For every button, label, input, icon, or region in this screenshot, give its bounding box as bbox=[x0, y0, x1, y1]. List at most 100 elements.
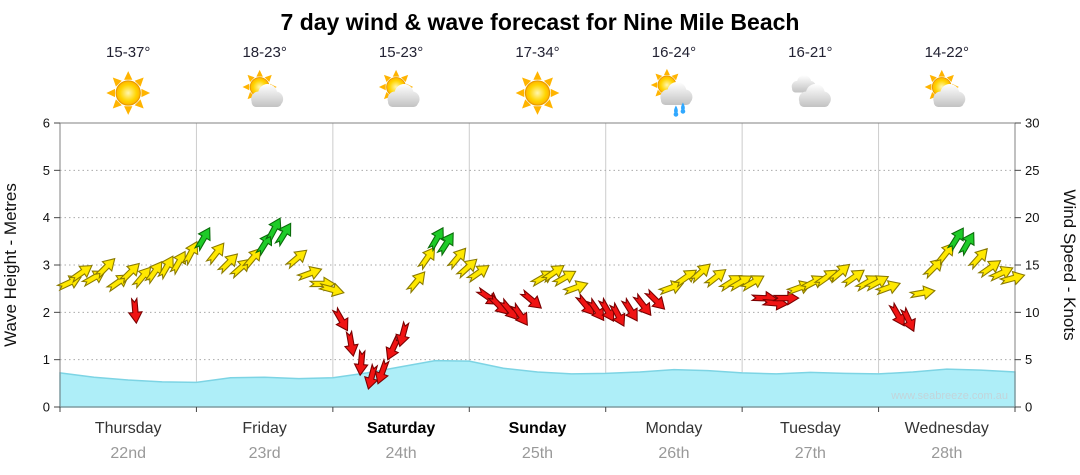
sun-ray bbox=[522, 99, 532, 109]
wind-arrow-yellow bbox=[908, 285, 936, 301]
day-headers: 15-37° 18-23° 15-23° 17-34° 16-24° 16-21° 14-2… bbox=[106, 44, 969, 117]
wind-arrow-red bbox=[385, 334, 402, 361]
sun-ray bbox=[522, 77, 532, 87]
y-right-tick-label: 15 bbox=[1025, 258, 1039, 273]
wind-arrow-green bbox=[264, 217, 282, 243]
watermark: www.seabreeze.com.au bbox=[890, 390, 1008, 402]
sun-shape bbox=[515, 71, 560, 115]
day-temp: 15-37° bbox=[106, 44, 150, 61]
wind-arrow-yellow bbox=[561, 280, 589, 296]
wind-arrow-red bbox=[632, 292, 652, 317]
day-temp: 16-24° bbox=[652, 44, 696, 61]
wind-arrow-yellow bbox=[739, 275, 765, 292]
wind-arrow-yellow bbox=[446, 247, 467, 271]
right-axis-title: Wind Speed - Knots bbox=[1060, 189, 1079, 340]
sun-ray bbox=[550, 88, 560, 98]
day-name-label: Friday bbox=[242, 420, 286, 437]
day-date-label: 22nd bbox=[110, 445, 146, 462]
partly-cloudy-icon bbox=[924, 69, 966, 107]
y-left-tick-label: 6 bbox=[43, 116, 50, 131]
sun-ray bbox=[533, 71, 542, 80]
raindrop bbox=[680, 102, 686, 114]
sun-ray bbox=[124, 106, 133, 115]
wind-arrow-yellow bbox=[216, 253, 239, 275]
sun-ray bbox=[134, 77, 144, 87]
day-temp: 17-34° bbox=[515, 44, 559, 61]
wind-arrow-red bbox=[331, 306, 349, 332]
sunny-icon bbox=[515, 71, 560, 115]
sun-ray bbox=[247, 92, 255, 100]
sun-ray bbox=[242, 83, 250, 91]
wind-arrow-yellow bbox=[922, 257, 944, 280]
wind-arrow-yellow bbox=[863, 275, 890, 292]
day-labels: Thursday 22nd Friday 23rd Saturday 24th Sunday… bbox=[95, 420, 989, 462]
wind-arrow-yellow bbox=[416, 246, 436, 271]
sun-ray bbox=[112, 77, 122, 87]
y-right-tick-label: 30 bbox=[1025, 116, 1039, 131]
wind-arrow-yellow bbox=[93, 257, 116, 280]
sun-ray bbox=[924, 83, 932, 91]
wind-arrow-yellow bbox=[840, 269, 865, 288]
wave-height-series bbox=[59, 359, 1016, 408]
wind-arrow-red bbox=[353, 348, 369, 377]
wind-arrow-yellow bbox=[688, 263, 711, 284]
y-left-tick-label: 4 bbox=[43, 210, 50, 225]
day-name-label: Saturday bbox=[367, 420, 436, 437]
partly-cloudy-icon bbox=[378, 69, 420, 107]
wind-arrow-yellow bbox=[672, 269, 698, 288]
day-temp: 14-22° bbox=[925, 44, 969, 61]
day-name-label: Thursday bbox=[95, 420, 162, 437]
wind-arrow-green bbox=[957, 231, 975, 257]
sun-ray bbox=[543, 99, 553, 109]
wind-arrow-yellow bbox=[317, 282, 345, 298]
wind-arrow-yellow bbox=[998, 270, 1026, 286]
wind-arrow-yellow bbox=[977, 260, 1002, 279]
wind-arrow-red bbox=[509, 301, 528, 326]
wind-arrow-green bbox=[193, 226, 211, 253]
sun-ray bbox=[650, 81, 658, 89]
y-right-tick-label: 0 bbox=[1025, 400, 1032, 415]
sun-ray bbox=[946, 74, 954, 82]
wind-arrow-red bbox=[643, 288, 666, 310]
y-left-tick-label: 5 bbox=[43, 163, 50, 178]
day-date-label: 27th bbox=[795, 445, 826, 462]
sun-ray bbox=[938, 69, 946, 77]
day-temp: 16-21° bbox=[788, 44, 832, 61]
sun-shape bbox=[106, 71, 151, 115]
wind-arrow-yellow bbox=[205, 242, 225, 266]
wind-arrow-yellow bbox=[169, 250, 186, 276]
y-right-tick-label: 20 bbox=[1025, 210, 1039, 225]
wind-arrow-red bbox=[586, 297, 605, 322]
wind-arrow-yellow bbox=[703, 268, 727, 289]
wind-arrow-yellow bbox=[465, 264, 490, 284]
sun-ray bbox=[655, 73, 663, 81]
wind-arrow-yellow bbox=[935, 242, 955, 266]
cloud-shape bbox=[251, 84, 284, 107]
sun-ray bbox=[141, 88, 151, 98]
sunny-icon bbox=[106, 71, 151, 115]
sun-ray bbox=[655, 89, 663, 97]
wind-arrow-green bbox=[436, 232, 454, 257]
sun-ray bbox=[515, 88, 525, 98]
wind-arrow-red bbox=[374, 358, 390, 385]
sun-disc bbox=[115, 80, 141, 106]
wind-arrow-red bbox=[343, 329, 359, 358]
day-name-label: Tuesday bbox=[780, 420, 841, 437]
sun-ray bbox=[392, 69, 400, 77]
day-temp: 18-23° bbox=[242, 44, 286, 61]
wind-arrow-yellow bbox=[657, 280, 685, 296]
wind-arrow-green bbox=[274, 222, 292, 248]
wind-arrow-yellow bbox=[284, 249, 308, 270]
y-right-tick-label: 25 bbox=[1025, 163, 1039, 178]
y-right-tick-label: 5 bbox=[1025, 352, 1032, 367]
sun-disc bbox=[524, 80, 551, 106]
wind-arrow-yellow bbox=[405, 271, 426, 295]
raindrop bbox=[673, 105, 679, 117]
wind-arrow-red bbox=[620, 296, 638, 322]
wind-arrow-red bbox=[608, 301, 626, 327]
axis-ticks-and-labels: 0 1 2 3 4 5 6 0 5 10 15 20 25 30 bbox=[43, 116, 1040, 415]
sun-ray bbox=[134, 99, 144, 109]
cloud-shape bbox=[933, 84, 966, 107]
wind-arrow-yellow bbox=[68, 264, 93, 284]
